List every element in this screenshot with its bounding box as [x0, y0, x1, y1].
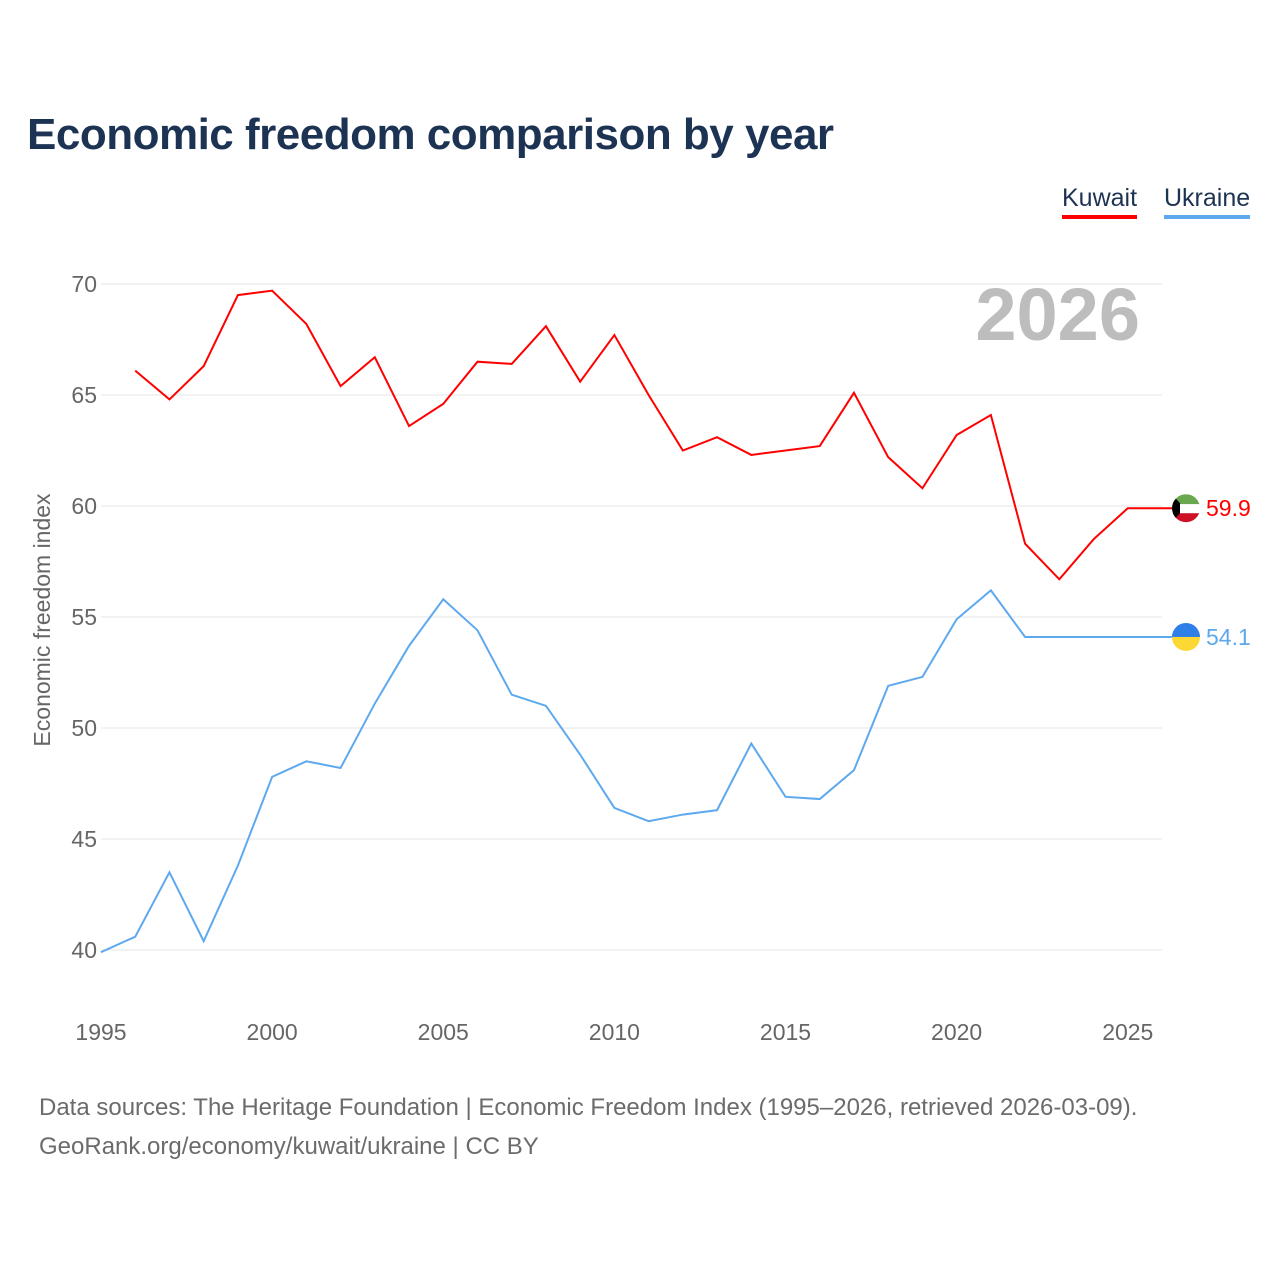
- x-tick-label: 2025: [1102, 1019, 1153, 1045]
- end-value-label: 59.9: [1206, 495, 1251, 521]
- y-tick-label: 55: [71, 604, 97, 630]
- kuwait-flag-icon: [1172, 494, 1200, 523]
- x-tick-label: 1995: [75, 1019, 126, 1045]
- legend-kuwait[interactable]: Kuwait: [1062, 184, 1138, 219]
- chart-title: Economic freedom comparison by year: [27, 110, 834, 159]
- y-axis-label: Economic freedom index: [29, 493, 55, 747]
- x-tick-label: 2015: [760, 1019, 811, 1045]
- x-tick-label: 2000: [247, 1019, 298, 1045]
- ukraine-flag-icon: [1172, 622, 1200, 651]
- footer-sources: Data sources: The Heritage Foundation | …: [39, 1094, 1138, 1121]
- y-tick-label: 50: [71, 715, 97, 741]
- y-tick-label: 65: [71, 382, 97, 408]
- y-tick-label: 40: [71, 937, 97, 963]
- y-tick-label: 70: [71, 271, 97, 297]
- footer-link[interactable]: GeoRank.org/economy/kuwait/ukraine | CC …: [39, 1133, 539, 1160]
- x-tick-label: 2020: [931, 1019, 982, 1045]
- series-line-kuwait: [134, 289, 1162, 581]
- series-line-ukraine: [100, 588, 1162, 954]
- y-tick-label: 60: [71, 493, 97, 519]
- footer: Data sources: The Heritage Foundation | …: [39, 1088, 1137, 1166]
- y-tick-label: 45: [71, 826, 97, 852]
- x-tick-label: 2005: [418, 1019, 469, 1045]
- end-value-label: 54.1: [1206, 624, 1251, 650]
- x-tick-label: 2010: [589, 1019, 640, 1045]
- legend-ukraine[interactable]: Ukraine: [1164, 184, 1251, 219]
- year-watermark: 2026: [975, 273, 1140, 356]
